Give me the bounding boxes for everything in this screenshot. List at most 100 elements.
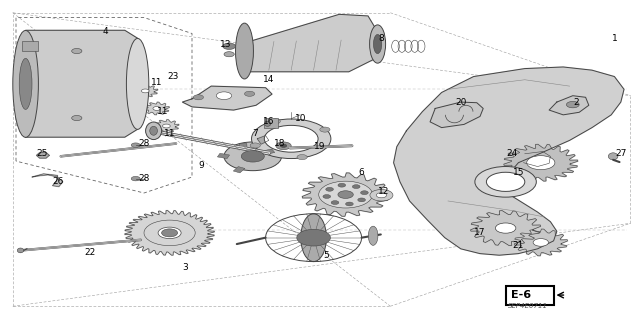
Text: 11: 11 [151, 78, 163, 87]
Circle shape [224, 52, 234, 57]
Circle shape [153, 107, 161, 110]
Circle shape [163, 124, 170, 128]
Polygon shape [470, 211, 541, 246]
Polygon shape [144, 102, 170, 115]
Circle shape [280, 144, 287, 147]
Circle shape [338, 191, 353, 198]
Polygon shape [132, 85, 158, 97]
Circle shape [131, 143, 140, 147]
Text: 1: 1 [612, 34, 617, 43]
Text: 11: 11 [164, 130, 175, 138]
Polygon shape [430, 102, 483, 128]
Text: 18: 18 [274, 139, 285, 148]
Text: 4: 4 [103, 27, 108, 36]
Ellipse shape [127, 39, 148, 130]
Ellipse shape [19, 58, 32, 109]
Circle shape [264, 125, 318, 152]
Ellipse shape [13, 31, 38, 137]
Circle shape [141, 89, 149, 93]
Ellipse shape [146, 122, 161, 140]
Text: 22: 22 [84, 248, 95, 256]
Circle shape [72, 48, 82, 54]
Circle shape [224, 142, 282, 171]
Bar [22, 41, 38, 51]
Ellipse shape [370, 25, 385, 63]
Polygon shape [243, 14, 378, 72]
Polygon shape [125, 211, 214, 255]
Text: 13: 13 [220, 40, 231, 49]
Circle shape [376, 193, 387, 198]
Text: 11: 11 [157, 107, 169, 116]
Circle shape [320, 127, 330, 132]
Text: 8: 8 [378, 34, 383, 43]
Circle shape [566, 101, 579, 108]
Text: 21: 21 [513, 241, 524, 250]
Ellipse shape [162, 229, 178, 237]
Polygon shape [394, 67, 624, 255]
Bar [233, 167, 245, 173]
Bar [239, 144, 247, 149]
Circle shape [331, 201, 339, 204]
Circle shape [338, 183, 346, 187]
Text: 15: 15 [513, 168, 524, 177]
Polygon shape [26, 30, 138, 137]
Circle shape [297, 155, 307, 160]
Bar [506, 286, 554, 305]
Circle shape [223, 43, 236, 49]
Text: 25: 25 [36, 149, 47, 158]
Ellipse shape [17, 248, 24, 253]
Text: 3: 3 [183, 263, 188, 272]
Text: 12: 12 [378, 187, 390, 196]
Ellipse shape [150, 126, 157, 135]
Text: 7: 7 [252, 130, 257, 138]
Circle shape [244, 91, 255, 96]
Text: 27: 27 [615, 149, 627, 158]
Text: 5: 5 [324, 251, 329, 260]
Polygon shape [32, 174, 63, 187]
Bar [218, 153, 230, 159]
Circle shape [158, 227, 181, 239]
Bar [264, 118, 278, 128]
Polygon shape [154, 120, 179, 132]
Text: SEP4E0711: SEP4E0711 [508, 303, 548, 309]
Text: 23: 23 [167, 72, 179, 81]
Polygon shape [36, 152, 49, 158]
Circle shape [276, 142, 291, 150]
Text: 20: 20 [455, 98, 467, 107]
Circle shape [270, 119, 280, 124]
Polygon shape [549, 96, 589, 115]
Circle shape [475, 167, 536, 197]
Circle shape [319, 181, 372, 208]
Text: 16: 16 [263, 117, 275, 126]
Text: 2: 2 [573, 98, 579, 107]
Ellipse shape [609, 153, 618, 160]
Text: 28: 28 [138, 174, 150, 183]
Circle shape [358, 198, 365, 202]
Circle shape [360, 191, 368, 195]
Text: 10: 10 [295, 114, 307, 122]
Text: 6: 6 [359, 168, 364, 177]
Circle shape [486, 172, 525, 191]
Circle shape [241, 151, 264, 162]
Circle shape [193, 95, 204, 100]
Circle shape [527, 156, 555, 170]
Circle shape [533, 239, 548, 246]
Text: 28: 28 [138, 139, 150, 148]
Polygon shape [257, 136, 269, 144]
Circle shape [495, 223, 516, 233]
Ellipse shape [264, 121, 271, 126]
Ellipse shape [373, 34, 381, 54]
Text: 24: 24 [506, 149, 518, 158]
Circle shape [72, 115, 82, 121]
Circle shape [250, 143, 260, 148]
Circle shape [353, 185, 360, 189]
Polygon shape [302, 173, 389, 216]
Circle shape [346, 202, 353, 206]
Circle shape [216, 92, 232, 100]
Polygon shape [182, 86, 272, 110]
Ellipse shape [236, 23, 253, 79]
Text: 17: 17 [474, 228, 486, 237]
Circle shape [326, 187, 333, 191]
Text: 9: 9 [199, 161, 204, 170]
Polygon shape [514, 229, 568, 256]
